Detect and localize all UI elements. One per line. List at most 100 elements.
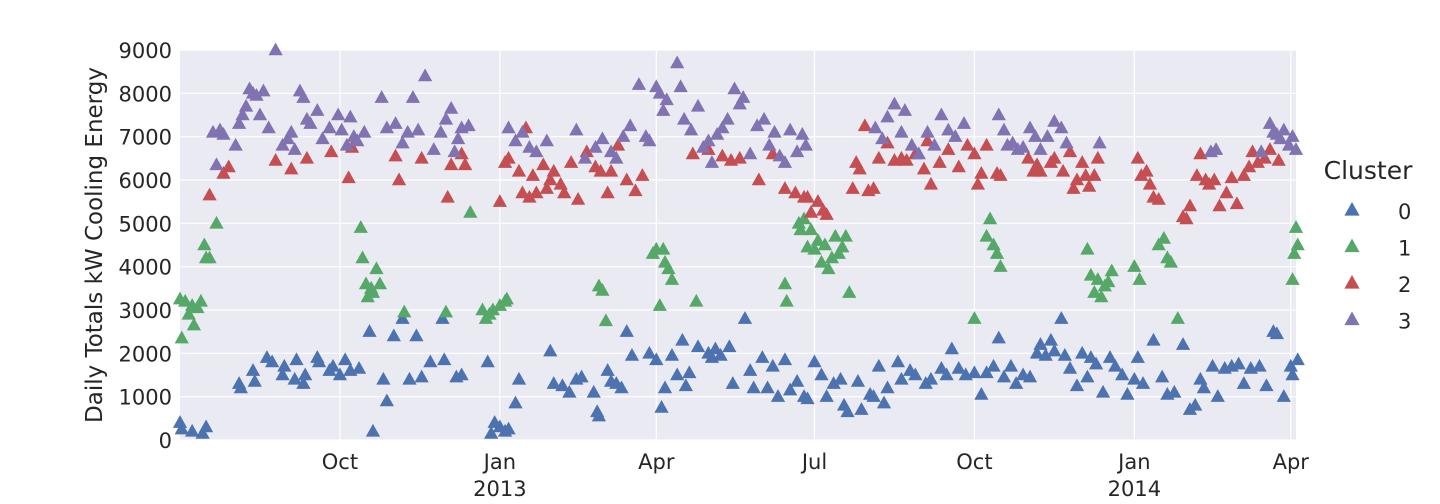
data-point [1101, 274, 1116, 288]
data-point [974, 166, 989, 179]
x-tick-year-label: 2014 [1108, 477, 1161, 501]
data-point [732, 150, 747, 164]
data-point [1130, 350, 1145, 363]
data-point [386, 328, 401, 342]
data-point [405, 90, 421, 103]
data-point [923, 371, 939, 385]
data-point [1127, 259, 1142, 272]
data-point [779, 293, 794, 307]
data-point [800, 189, 815, 203]
data-point [1021, 150, 1036, 164]
data-point [656, 241, 671, 255]
data-point [1069, 378, 1085, 392]
data-point [402, 371, 417, 385]
data-point [595, 131, 610, 145]
data-point [736, 90, 751, 103]
data-point [461, 118, 476, 132]
data-point [821, 261, 836, 275]
y-tick-label: 0 [159, 429, 172, 453]
data-point [195, 426, 210, 439]
legend-label: 1 [1398, 237, 1411, 261]
data-point [501, 421, 516, 435]
data-point [798, 137, 813, 151]
data-point [249, 88, 264, 101]
data-point [967, 311, 982, 324]
data-point [713, 348, 728, 361]
data-point [395, 311, 410, 324]
data-point [777, 181, 793, 194]
data-point [743, 146, 758, 160]
data-point [1104, 263, 1119, 277]
data-point [762, 137, 777, 151]
data-point [715, 148, 730, 162]
data-point [339, 137, 355, 151]
data-point [944, 341, 959, 355]
data-point [725, 376, 740, 389]
data-point [897, 103, 913, 116]
data-point [1254, 144, 1269, 158]
data-point [221, 159, 236, 173]
data-point [1219, 185, 1234, 199]
data-point [372, 276, 388, 290]
data-point [1120, 387, 1135, 400]
data-point [746, 380, 761, 394]
data-point [916, 161, 932, 175]
data-point [696, 140, 711, 153]
data-point [397, 304, 412, 318]
data-point [819, 389, 834, 402]
data-point [777, 155, 793, 168]
data-point [642, 133, 657, 147]
data-point [447, 144, 462, 158]
data-point [202, 250, 217, 264]
data-point [993, 259, 1008, 272]
data-point [238, 98, 254, 112]
data-point [247, 374, 262, 387]
data-point [577, 150, 593, 164]
data-point [172, 415, 188, 428]
data-point [351, 361, 367, 374]
x-tick-label: Jan [482, 450, 516, 474]
data-point [1241, 159, 1257, 173]
data-point [656, 103, 671, 116]
data-point [614, 380, 629, 394]
legend-label: 3 [1398, 310, 1411, 334]
data-point [376, 371, 391, 385]
data-point [1015, 140, 1031, 153]
data-point [265, 354, 280, 368]
data-point [1047, 114, 1062, 127]
data-point [1287, 246, 1302, 259]
data-point [579, 144, 594, 158]
data-point [437, 352, 452, 366]
data-point [701, 133, 716, 147]
data-point [1212, 198, 1227, 212]
data-point [1059, 135, 1074, 149]
data-point [1054, 311, 1069, 324]
data-point [1028, 129, 1043, 142]
data-point [659, 92, 674, 106]
data-point [1130, 150, 1145, 164]
data-point [838, 228, 853, 242]
data-point [202, 187, 217, 201]
data-point [417, 68, 433, 82]
data-point [777, 352, 793, 366]
data-point [1135, 376, 1151, 389]
data-point [657, 380, 673, 394]
data-point [1155, 369, 1170, 383]
data-point [610, 137, 626, 151]
data-point [1003, 358, 1019, 372]
data-point [1029, 345, 1045, 359]
data-point [557, 185, 572, 199]
data-point [1167, 384, 1182, 398]
data-point [993, 168, 1008, 181]
data-point [174, 330, 189, 344]
data-point [529, 144, 544, 158]
data-point [619, 324, 634, 337]
data-point [1151, 237, 1166, 251]
data-point [857, 118, 873, 132]
data-point [810, 233, 826, 246]
data-point [1033, 337, 1048, 350]
data-point [598, 313, 614, 327]
data-point [767, 124, 782, 138]
data-point [1146, 332, 1161, 346]
